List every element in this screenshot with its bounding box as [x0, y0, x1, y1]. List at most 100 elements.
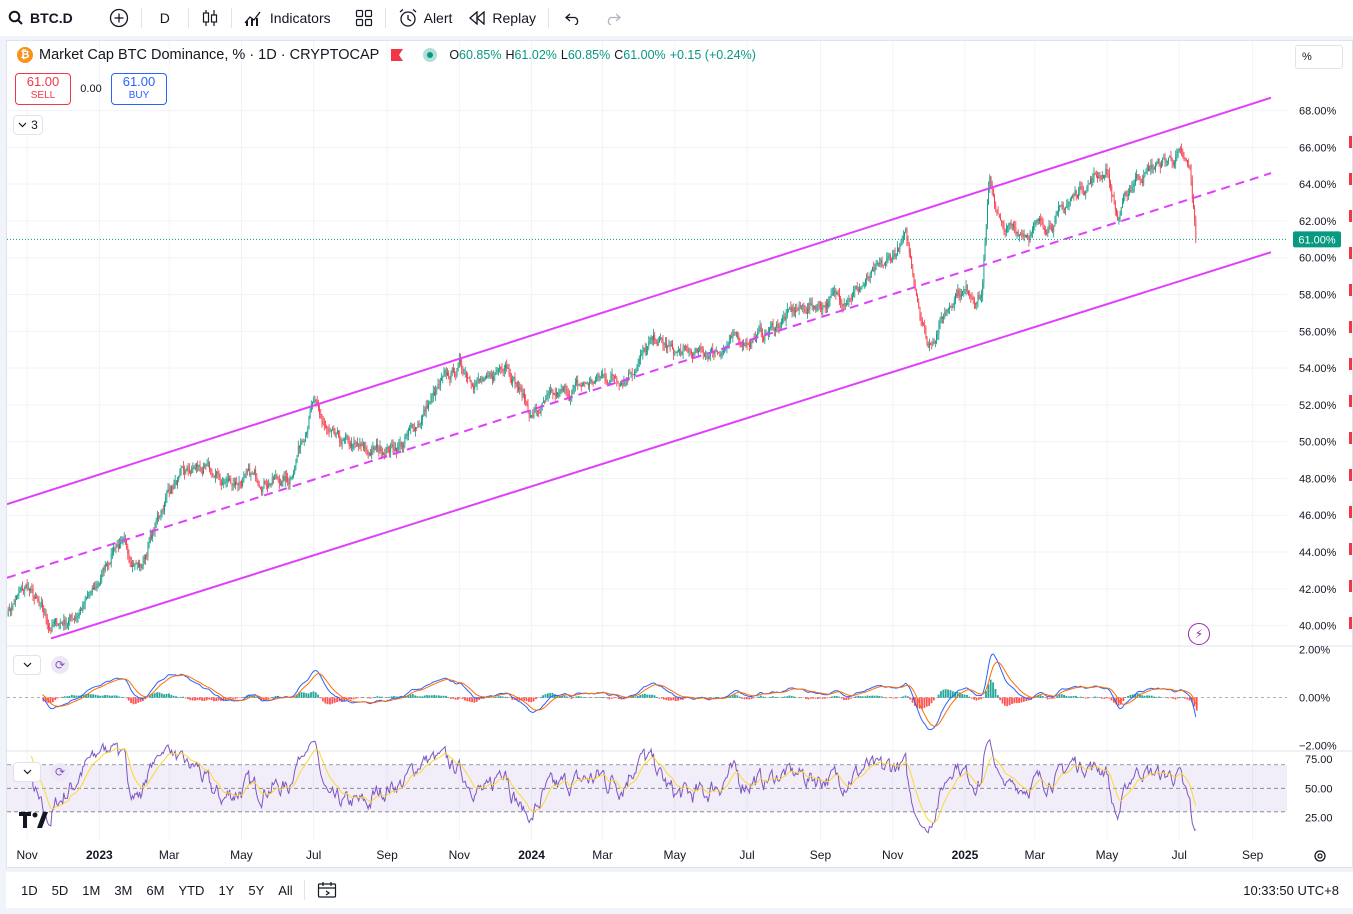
alert-button[interactable]: Alert — [390, 0, 461, 36]
candle-body — [429, 403, 431, 405]
macd-histogram-bar — [989, 679, 992, 698]
candle-body — [398, 445, 400, 447]
candle-body — [978, 295, 980, 299]
candle-body — [548, 392, 550, 394]
candle-body — [374, 447, 376, 450]
macd-histogram-bar — [466, 697, 469, 702]
candle-body — [790, 307, 792, 312]
interval-button[interactable]: D — [146, 0, 184, 36]
rsi-reload-icon[interactable]: ⟳ — [51, 763, 69, 781]
candle-body — [167, 489, 169, 492]
candle-body — [438, 384, 440, 385]
candle-body — [196, 464, 197, 468]
candle-body — [1110, 182, 1111, 187]
macd-histogram-bar — [390, 696, 393, 698]
undo-button[interactable] — [553, 0, 593, 36]
range-button-1d[interactable]: 1D — [21, 882, 38, 898]
macd-histogram-bar — [684, 697, 687, 699]
rsi-pane-collapse-button[interactable] — [13, 762, 41, 782]
candle-body — [1090, 178, 1091, 184]
buy-button[interactable]: 61.00 BUY — [111, 73, 167, 105]
range-button-3m[interactable]: 3M — [114, 882, 133, 898]
range-button-1m[interactable]: 1M — [82, 882, 101, 898]
sell-button[interactable]: 61.00 SELL — [15, 73, 71, 105]
macd-histogram-bar — [873, 695, 876, 698]
series-title[interactable]: Market Cap BTC Dominance, % · 1D · CRYPT… — [39, 47, 380, 63]
macd-reload-icon[interactable]: ⟳ — [51, 656, 69, 674]
settings-gear-icon[interactable] — [1314, 850, 1326, 862]
date-range-button[interactable] — [309, 872, 345, 908]
candle-body — [139, 563, 141, 567]
candle-body — [412, 424, 414, 429]
candle-body — [874, 266, 876, 272]
candle-body — [1099, 175, 1101, 179]
change-value: +0.15 (+0.24%) — [669, 48, 756, 62]
layouts-button[interactable] — [347, 0, 381, 36]
candle-body — [695, 348, 697, 353]
candle-body — [357, 442, 358, 445]
macd-pane-collapse-button[interactable] — [13, 655, 41, 675]
candle-body — [309, 410, 311, 419]
candle-body — [529, 415, 531, 418]
candle-body — [119, 544, 120, 549]
candle-body — [328, 430, 330, 432]
range-button-5d[interactable]: 5D — [51, 882, 69, 898]
candle-body — [637, 363, 639, 368]
range-button-all[interactable]: All — [278, 882, 293, 898]
range-button-5y[interactable]: 5Y — [248, 882, 265, 898]
candle-body — [662, 339, 664, 345]
tradingview-logo[interactable] — [19, 811, 49, 834]
candle-body — [8, 609, 10, 610]
candle-body — [277, 477, 279, 480]
candle-body — [869, 273, 871, 279]
range-button-1y[interactable]: 1Y — [218, 882, 235, 898]
macd-histogram-bar — [556, 695, 559, 698]
range-button-6m[interactable]: 6M — [146, 882, 165, 898]
candle-body — [1026, 234, 1027, 237]
macd-histogram-bar — [670, 697, 672, 701]
candle-body — [765, 332, 767, 334]
range-button-ytd[interactable]: YTD — [178, 882, 205, 898]
replay-button[interactable]: Replay — [460, 0, 544, 36]
macd-histogram-bar — [1131, 694, 1134, 698]
candle-body — [509, 372, 511, 379]
macd-histogram-bar — [374, 697, 376, 698]
flag-icon[interactable] — [391, 49, 404, 61]
candle-body — [593, 381, 595, 384]
candle-body — [532, 415, 534, 417]
candle-body — [540, 407, 542, 414]
candle-body — [180, 467, 182, 472]
candle-body — [992, 189, 994, 197]
clock-timezone[interactable]: 10:33:50 UTC+8 — [1243, 882, 1339, 898]
candle-body — [207, 463, 209, 465]
candle-body — [527, 404, 529, 413]
price-scale-unit[interactable]: % — [1295, 45, 1343, 69]
candle-body — [1023, 234, 1025, 237]
candle-body — [706, 355, 708, 357]
candle-body — [777, 323, 779, 328]
compare-symbol-button[interactable] — [101, 0, 137, 36]
macd-histogram-bar — [1039, 695, 1042, 698]
redo-button[interactable] — [593, 0, 633, 36]
candle-body — [997, 210, 999, 214]
toolbar-divider — [187, 8, 189, 28]
candle-body — [384, 453, 386, 458]
chart-canvas[interactable]: 61.00%68.00%66.00%64.00%62.00%60.00%58.0… — [7, 41, 1352, 867]
candle-body — [732, 335, 734, 339]
candle-body — [1047, 229, 1049, 234]
indicators-button[interactable]: Indicators — [236, 0, 339, 36]
indicators-collapse-button[interactable]: 3 — [13, 115, 43, 135]
candle-body — [1163, 157, 1165, 159]
market-status-icon[interactable] — [423, 48, 438, 62]
macd-histogram-bar — [975, 697, 978, 701]
candle-body — [831, 293, 833, 295]
candle-body — [654, 334, 656, 341]
chart-type-button[interactable] — [193, 0, 227, 36]
candle-body — [147, 547, 149, 557]
lightning-icon[interactable]: ⚡ — [1188, 623, 1210, 645]
chart-panel[interactable]: 61.00% 68.00% 66.00% 64.00% 62.00% 60.00% 58.0… — [6, 40, 1353, 868]
candle-body — [345, 436, 347, 439]
macd-histogram-bar — [636, 695, 639, 698]
candle-body — [835, 290, 837, 295]
symbol-search-button[interactable]: BTC.D — [0, 0, 81, 36]
